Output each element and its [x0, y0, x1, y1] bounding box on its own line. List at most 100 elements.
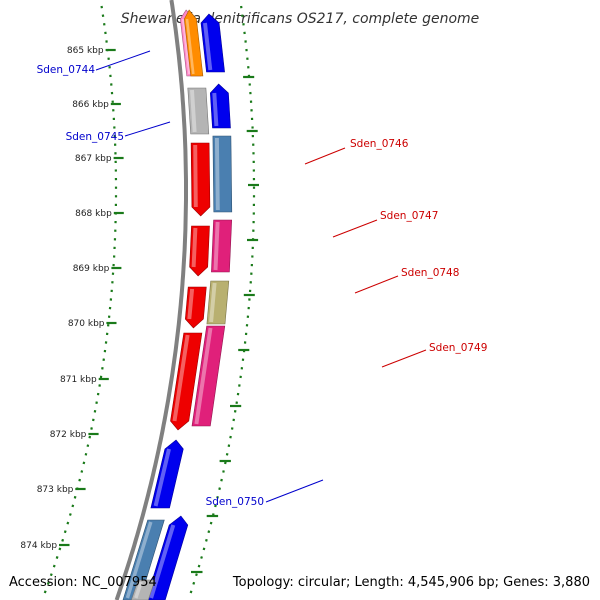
outer-tick-mark: [189, 590, 193, 594]
gene-leader-line: [265, 479, 324, 503]
gene-label: Sden_0744: [37, 64, 96, 76]
inner-tick-mark: [73, 495, 77, 499]
outer-tick-mark: [220, 478, 223, 482]
inner-tick-mark: [82, 461, 86, 465]
gene-label: Sden_0748: [401, 267, 459, 279]
cds-block: [189, 225, 210, 277]
cds-block: [145, 515, 189, 600]
gene-layer: [122, 9, 233, 600]
outer-tick-mark: [197, 564, 201, 568]
outer-tick-mark: [224, 461, 227, 465]
inner-tick-mark: [90, 427, 93, 430]
gene-label: Sden_0749: [429, 342, 487, 354]
gene-label: Sden_0750: [206, 496, 264, 508]
inner-tick-mark: [68, 513, 72, 516]
gene-label: Sden_0747: [380, 210, 438, 222]
cds-block-highlight: [185, 18, 195, 75]
gene-leader-line: [332, 219, 378, 238]
cds-block: [212, 135, 233, 213]
ruler-label: 869 kbp: [73, 264, 110, 274]
cds-block: [211, 219, 233, 273]
topology-text: Topology: circular; Length: 4,545,906 bp…: [232, 575, 590, 590]
inner-tick-mark: [86, 444, 90, 448]
outer-tick-mark: [195, 573, 198, 577]
tick-layer: [43, 5, 256, 594]
gene-leader-line: [95, 50, 151, 71]
cds-block: [170, 332, 203, 431]
outer-tick-mark: [192, 581, 196, 585]
ruler-label: 867 kbp: [75, 154, 112, 164]
cds-block-highlight: [193, 144, 198, 208]
cds-block-highlight: [134, 581, 143, 599]
cds-block-highlight: [203, 22, 213, 71]
outer-tick-mark: [225, 452, 229, 456]
inner-tick-mark: [84, 452, 88, 456]
gene-leader-line: [124, 121, 171, 137]
cds-block: [209, 83, 231, 129]
outer-tick-mark: [229, 435, 232, 439]
outer-tick-mark: [214, 504, 217, 508]
gene-label: Sden_0746: [350, 138, 409, 150]
outer-tick-mark: [205, 538, 208, 542]
gene-leader-line: [381, 349, 427, 368]
cds-block: [150, 439, 184, 509]
gene-label-layer: Sden_0744 Sden_0745 Sden_0746 Sden_0747 Sden…: [37, 50, 487, 508]
cds-block: [191, 325, 226, 427]
genome-backbone: [114, 0, 188, 600]
inner-tick-mark: [43, 590, 47, 594]
inner-tick-mark: [61, 538, 65, 542]
cds-block-highlight: [194, 327, 213, 425]
outer-tick-mark: [216, 495, 219, 499]
ruler-label: 868 kbp: [75, 209, 112, 219]
ruler-label: 866 kbp: [72, 100, 109, 110]
ruler-label: 871 kbp: [60, 375, 97, 385]
cds-block-highlight: [214, 137, 220, 211]
cds-block: [190, 142, 211, 217]
gene-label: Sden_0745: [66, 131, 124, 143]
inner-tick-mark: [46, 581, 50, 585]
ruler-label: 872 kbp: [50, 430, 87, 440]
inner-tick-mark: [80, 470, 84, 473]
cds-block-highlight: [125, 521, 153, 599]
gene-leader-line: [354, 275, 399, 294]
cds-block: [184, 286, 207, 329]
accession-text: Accession: NC_007954: [9, 575, 157, 590]
cds-block: [131, 579, 156, 600]
cds-block-highlight: [172, 334, 190, 422]
inner-tick-mark: [55, 556, 59, 559]
cds-block: [122, 519, 165, 600]
outer-tick-mark: [209, 521, 213, 525]
cds-block-highlight: [213, 221, 220, 271]
inner-tick-mark: [58, 547, 62, 551]
ruler-label: 873 kbp: [37, 485, 74, 495]
inner-tick-mark: [71, 504, 75, 508]
cds-block-highlight: [209, 282, 217, 323]
cds-block-highlight: [149, 524, 176, 599]
ruler-label-layer: 865 kbp 866 kbp 867 kbp 868 kbp 869 kbp 870 k…: [20, 46, 259, 574]
inner-tick-mark: [63, 530, 67, 534]
inner-tick-mark: [66, 521, 70, 525]
cds-block-highlight: [212, 92, 219, 127]
ruler-label: 865 kbp: [67, 46, 104, 56]
ruler-label: 870 kbp: [68, 319, 105, 329]
outer-tick-mark: [207, 530, 211, 534]
inner-tick-mark: [78, 478, 81, 482]
cds-block-highlight: [181, 18, 192, 75]
outer-tick-mark: [200, 556, 203, 559]
backbone-layer: [114, 0, 188, 600]
cds-block-highlight: [190, 89, 197, 133]
inner-tick-mark: [49, 573, 53, 577]
inner-tick-mark: [52, 564, 56, 568]
cds-block: [200, 13, 225, 73]
gene-leader-line: [304, 147, 346, 165]
outer-tick-mark: [218, 487, 221, 491]
cds-block: [187, 87, 210, 135]
ruler-label: 874 kbp: [20, 541, 57, 551]
cds-block-highlight: [153, 448, 171, 507]
inner-tick-mark: [88, 435, 92, 439]
outer-tick-mark: [202, 547, 206, 551]
cds-block: [183, 9, 204, 77]
cds-block: [206, 280, 230, 325]
cds-block-highlight: [187, 288, 195, 320]
